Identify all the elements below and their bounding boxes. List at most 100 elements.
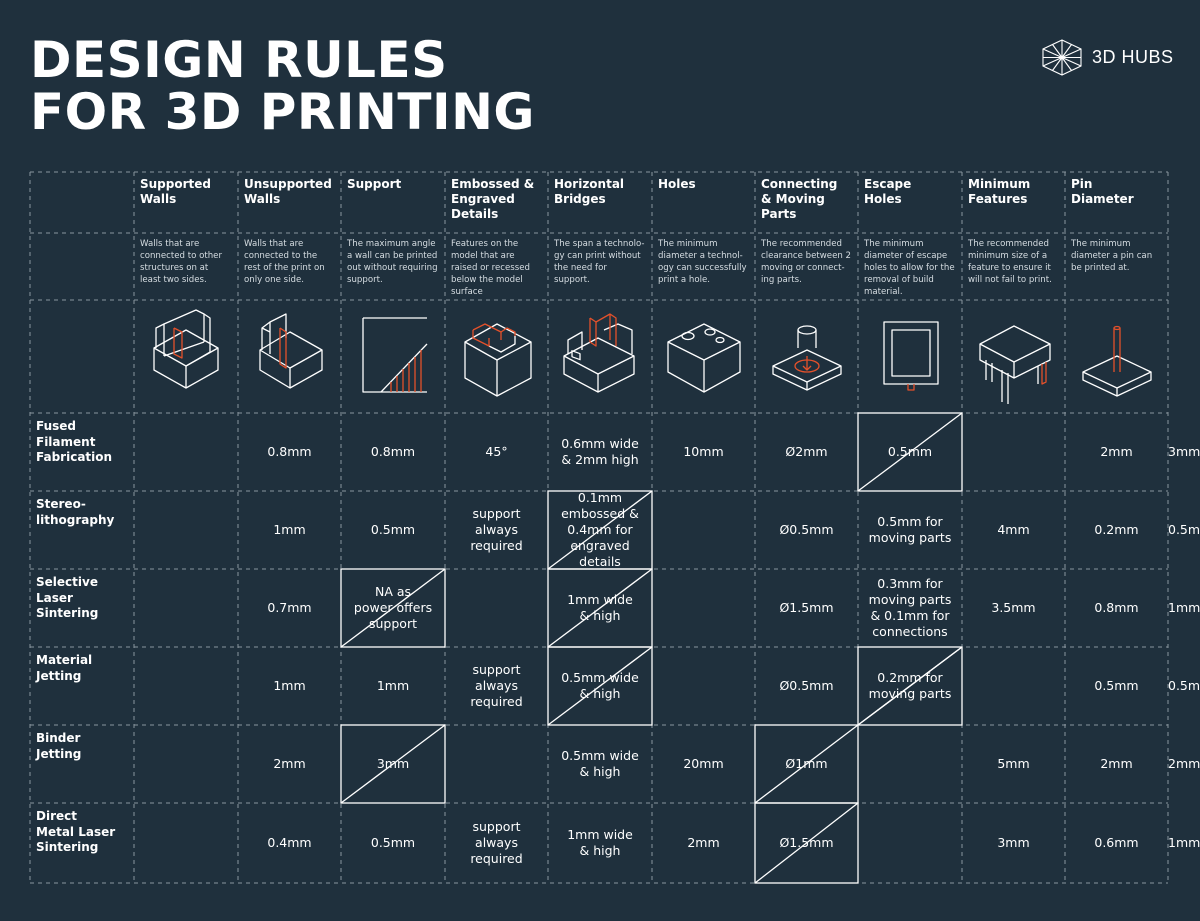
table-cell: 0.5mm wide & high (561, 748, 639, 779)
brand-logo: 3D HUBS (1040, 38, 1174, 76)
not-applicable-box (754, 802, 859, 884)
table-cell: 45° (485, 444, 508, 459)
column-header: Unsupported Walls (244, 177, 332, 206)
table-cell: 0.8mm (1094, 600, 1139, 615)
column-description: The recommended clearance between 2 movi… (761, 239, 852, 285)
table-cell: 10mm (683, 444, 724, 459)
horizontal-bridges-icon (548, 308, 652, 412)
table-cell: 1mm (376, 678, 410, 693)
column-description: The span a technolo- gy can print withou… (554, 239, 645, 285)
unsupported-walls-icon (238, 308, 342, 412)
table-cell: 20mm (683, 756, 724, 771)
column-description: The minimum diameter a pin can be printe… (1071, 239, 1153, 273)
row-header: Material Jetting (36, 653, 93, 683)
column-header: Minimum Features (968, 177, 1031, 206)
row-header: Stereo- lithography (36, 497, 115, 527)
column-description: Walls that are connected to the rest of … (244, 239, 325, 285)
table-cell: NA as power offers support (353, 584, 433, 631)
table-cell: Ø1.5mm (779, 600, 834, 615)
table-cell: 3mm (1168, 444, 1200, 459)
table-cell: 0.5mm (1168, 522, 1200, 537)
not-applicable-diagonal (754, 802, 859, 884)
3d-hubs-cube-icon (1042, 39, 1082, 76)
not-applicable-diagonal (547, 490, 653, 570)
table-cell: 2mm (687, 835, 720, 850)
row-header: Selective Laser Sintering (36, 575, 99, 620)
not-applicable-box (340, 724, 446, 804)
not-applicable-box (340, 568, 446, 648)
column-header: Escape Holes (864, 177, 912, 206)
brand-name: 3D HUBS (1092, 46, 1174, 67)
table-cell: 0.3mm for moving parts & 0.1mm for conne… (868, 576, 952, 639)
embossed-engraved-icon (445, 308, 549, 412)
escape-holes-icon (858, 308, 962, 412)
column-description: Walls that are connected to other struct… (140, 239, 222, 285)
table-cell: 1mm (1168, 600, 1200, 615)
column-header: Embossed & Engraved Details (451, 177, 535, 221)
table-cell: 0.2mm for moving parts (868, 670, 952, 701)
table-cell: 0.5mm (370, 522, 416, 537)
table-cell: 3mm (376, 756, 410, 771)
not-applicable-diagonal (547, 568, 653, 648)
column-description: The minimum diameter of escape holes to … (864, 239, 955, 297)
table-cell: 0.5mm wide & high (561, 670, 639, 701)
table-cell: 3.5mm (991, 600, 1036, 615)
column-header: Horizontal Bridges (554, 177, 625, 206)
row-header: Binder Jetting (36, 731, 82, 761)
table-cell: 0.2mm (1094, 522, 1139, 537)
table-cell: 1mm wide & high (567, 827, 633, 858)
table-cell: 1mm (273, 678, 306, 693)
table-cell: 1mm (273, 522, 306, 537)
not-applicable-diagonal (857, 412, 963, 492)
not-applicable-box (547, 646, 653, 726)
table-cell: 2mm (1168, 756, 1200, 771)
column-description: The recommended minimum size of a featur… (968, 239, 1052, 285)
column-description: The minimum diameter a technol- ogy can … (658, 239, 747, 285)
page-title-line-2: FOR 3D PRINTING (30, 83, 535, 141)
table-cell: Ø1.5mm (779, 835, 834, 850)
moving-parts-icon (755, 308, 859, 412)
column-header: Holes (658, 177, 696, 191)
column-description: The maximum angle a wall can be printed … (347, 239, 438, 285)
pin-diameter-icon (1065, 308, 1169, 412)
table-cell: 0.8mm (267, 444, 312, 459)
table-cell: 0.1mm embossed & 0.4mm for engraved deta… (561, 491, 639, 569)
table-cell: 2mm (273, 756, 306, 771)
page-title: DESIGN RULES FOR 3D PRINTING (30, 34, 535, 138)
not-applicable-diagonal (547, 646, 653, 726)
minimum-features-icon (962, 308, 1066, 412)
table-cell: 5mm (997, 756, 1030, 771)
column-header: Pin Diameter (1071, 177, 1134, 206)
table-cell: 0.5mm for moving parts (868, 514, 952, 545)
table-cell: 0.7mm (267, 600, 312, 615)
page-title-line-1: DESIGN RULES (30, 31, 448, 89)
table-cell: 0.6mm (1094, 835, 1139, 850)
table-cell: 1mm (1168, 835, 1200, 850)
table-cell: 2mm (1100, 756, 1133, 771)
table-cell: support always required (470, 506, 523, 553)
table-cell: 2mm (1100, 444, 1133, 459)
table-cell: 0.5mm (370, 835, 416, 850)
holes-icon (652, 308, 756, 412)
row-header: Direct Metal Laser Sintering (36, 809, 116, 854)
table-cell: 4mm (997, 522, 1030, 537)
column-header: Supported Walls (140, 177, 211, 206)
not-applicable-diagonal (340, 568, 446, 648)
table-cell: support always required (470, 662, 523, 709)
table-cell: Ø2mm (785, 444, 828, 459)
not-applicable-box (857, 412, 963, 492)
column-header: Support (347, 177, 402, 191)
not-applicable-diagonal (340, 724, 446, 804)
table-cell: 0.6mm wide & 2mm high (561, 436, 639, 467)
row-header: Fused Filament Fabrication (36, 419, 113, 464)
table-cell: Ø0.5mm (779, 522, 834, 537)
column-header: Connecting & Moving Parts (761, 177, 838, 221)
table-cell: 3mm (997, 835, 1030, 850)
column-description: Features on the model that are raised or… (451, 239, 531, 297)
table-cell: 0.5mm (887, 444, 933, 459)
table-cell: 0.5mm (1168, 678, 1200, 693)
supported-walls-icon (134, 308, 238, 412)
not-applicable-box (857, 646, 963, 726)
table-cell: Ø0.5mm (779, 678, 834, 693)
